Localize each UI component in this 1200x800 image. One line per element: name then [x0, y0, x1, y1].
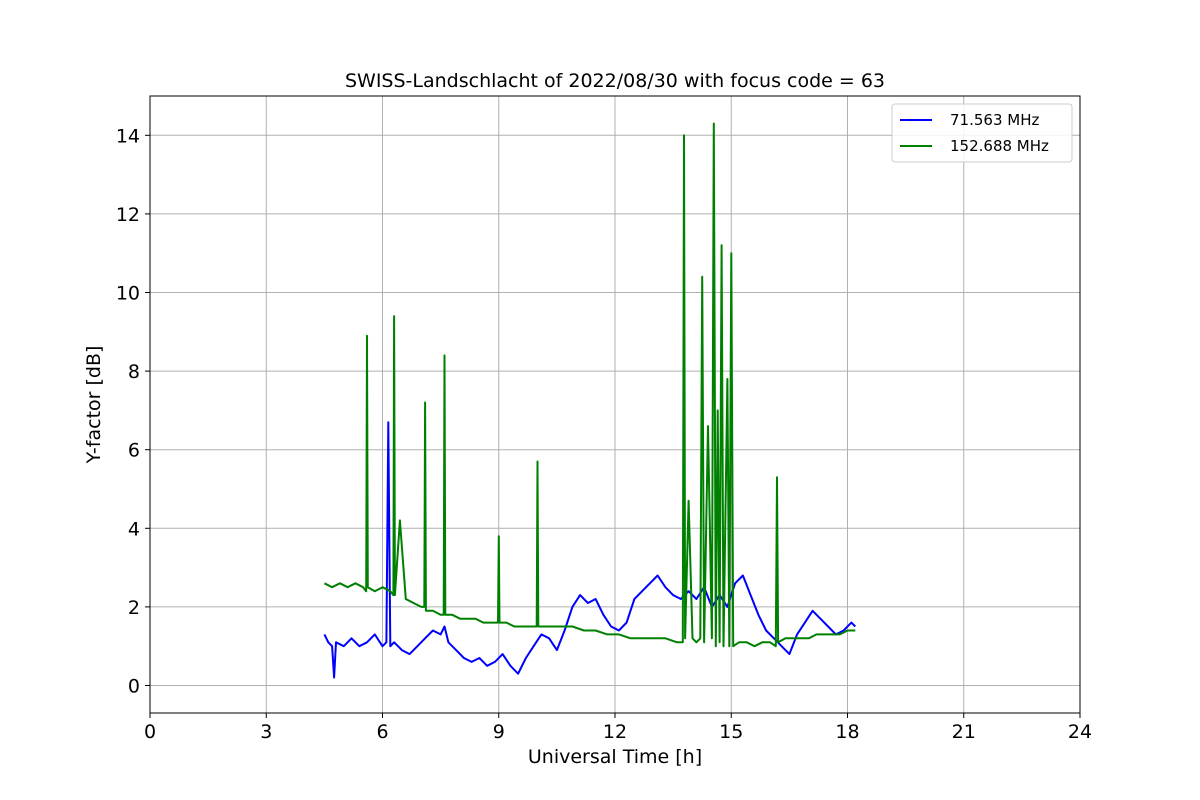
- legend: 71.563 MHz 152.688 MHz: [891, 103, 1073, 163]
- y-axis-label: Y-factor [dB]: [83, 346, 105, 465]
- legend-label-1: 71.563 MHz: [950, 111, 1039, 129]
- x-tick-label: 18: [835, 721, 859, 743]
- x-tick-label: 3: [260, 721, 272, 743]
- chart-title: SWISS-Landschlacht of 2022/08/30 with fo…: [345, 70, 885, 92]
- series-layer: [323, 122, 857, 679]
- x-tick-label: 24: [1068, 721, 1092, 743]
- x-tick-label: 9: [493, 721, 505, 743]
- legend-label-2: 152.688 MHz: [950, 137, 1049, 155]
- series-line-1: [323, 421, 857, 679]
- y-tick-label: 14: [116, 125, 140, 147]
- y-tick-label: 12: [116, 204, 140, 226]
- y-tick-label: 4: [128, 518, 140, 540]
- y-tick-label: 0: [128, 675, 140, 697]
- x-tick-label: 0: [144, 721, 156, 743]
- x-tick-label: 6: [376, 721, 388, 743]
- x-tick-label: 21: [952, 721, 976, 743]
- x-tick-label: 12: [603, 721, 627, 743]
- y-tick-label: 6: [128, 440, 140, 462]
- y-tick-label: 2: [128, 597, 140, 619]
- series-line-2: [323, 122, 856, 648]
- x-axis-label: Universal Time [h]: [528, 746, 702, 768]
- y-tick-label: 8: [128, 361, 140, 383]
- x-tick-label: 15: [719, 721, 743, 743]
- y-tick-label: 10: [116, 282, 140, 304]
- legend-box: [891, 103, 1073, 163]
